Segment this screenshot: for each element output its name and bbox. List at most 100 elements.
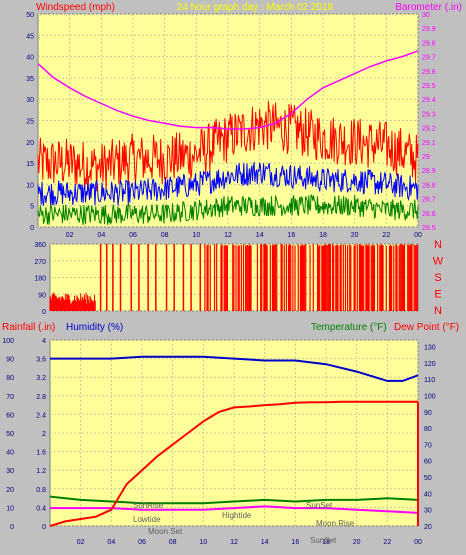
x-tick: 16 [291,539,299,546]
barometer-axis-label: Barometer (.in) [395,2,462,13]
x-tick: 06 [129,232,137,239]
wind-average-line [37,162,419,206]
direction-y-tick: 0 [42,309,46,316]
wind-y-tick: 20 [26,140,34,147]
temp-y-tick: 90 [424,410,432,417]
temperature-line [49,495,419,505]
baro-y-tick: 29.6 [422,69,436,76]
humidity-y-tick: 80 [6,375,14,382]
humidity-y-tick: 0 [10,524,14,531]
baro-y-tick: 29.3 [422,111,436,118]
compass-label: W [433,256,444,268]
wind-y-tick: 40 [26,55,34,62]
rainfall-line [49,400,418,527]
x-tick: 20 [351,232,359,239]
rain-y-tick: 0 [42,524,46,531]
humidity-y-tick: 50 [6,431,14,438]
direction-y-tick: 180 [34,276,46,283]
rain-y-tick: 3.2 [36,375,46,382]
wind-y-tick: 30 [26,97,34,104]
x-tick: 00 [414,232,422,239]
astro-annotation: Moon Set [148,527,183,536]
rain-y-tick: 2 [42,431,46,438]
wind-y-tick: 0 [30,225,34,232]
astro-annotation: SunRise [133,501,164,510]
direction-y-tick: 360 [34,242,46,249]
humidity-y-tick: 10 [6,505,14,512]
chart-title: 24 hour graph day : March 02 2018 [177,2,334,13]
baro-y-tick: 29.8 [422,40,436,47]
x-tick: 10 [192,232,200,239]
temp-y-tick: 100 [424,393,436,400]
direction-y-tick: 90 [38,292,46,299]
baro-y-tick: 28.9 [422,168,436,175]
temp-y-tick: 30 [424,508,432,515]
x-tick: 14 [261,539,269,546]
temp-y-tick: 80 [424,426,432,433]
x-tick: 12 [224,232,232,239]
x-tick: 20 [353,539,361,546]
baro-y-tick: 29.4 [422,97,436,104]
x-tick: 12 [230,539,238,546]
humidity-y-tick: 90 [6,357,14,364]
x-tick: 22 [383,539,391,546]
x-tick: 04 [107,539,115,546]
temp-y-tick: 130 [424,345,436,352]
wind-gust-line [37,100,419,192]
temp-y-tick: 60 [424,459,432,466]
barometer-line [37,50,419,130]
astro-annotation: Moon Rise [316,519,355,528]
astro-annotation: SunSet [306,501,333,510]
x-tick: 10 [199,539,207,546]
compass-label: N [434,305,442,317]
temp-y-tick: 20 [424,524,432,531]
temp-y-tick: 120 [424,361,436,368]
x-tick: 02 [66,232,74,239]
humidity-y-tick: 20 [6,487,14,494]
temp-y-tick: 70 [424,442,432,449]
x-tick: 22 [382,232,390,239]
temp-y-tick: 50 [424,475,432,482]
wind-y-tick: 45 [26,33,34,40]
compass-label: E [434,289,441,301]
baro-y-tick: 28.5 [422,225,436,232]
x-tick: 18 [319,232,327,239]
humidity-line [50,355,419,382]
temp-y-tick: 110 [424,377,435,384]
wind-y-tick: 15 [26,161,34,168]
x-tick: 06 [138,539,146,546]
rainfall-label: Rainfall (.in) [2,322,55,333]
rain-y-tick: 0.4 [36,505,46,512]
direction-y-tick: 270 [34,259,46,266]
x-tick: 02 [77,539,85,546]
baro-y-tick: 29.9 [422,26,436,33]
baro-y-tick: 29.2 [422,126,436,133]
humidity-y-tick: 70 [6,394,14,401]
wind-axis-label: Windspeed (mph) [36,2,115,13]
baro-y-tick: 28.7 [422,197,436,204]
baro-y-tick: 28.6 [422,211,436,218]
astro-annotation: Lowtide [133,515,161,524]
temperature-label: Temperature (°F) [311,322,387,333]
x-tick: 08 [161,232,169,239]
wind-y-tick: 10 [26,182,34,189]
rain-y-tick: 1.6 [36,450,46,457]
baro-y-tick: 29 [422,154,430,161]
x-tick: 14 [256,232,264,239]
baro-y-tick: 29.7 [422,55,436,62]
wind-y-tick: 25 [26,119,34,126]
humidity-y-tick: 40 [6,450,14,457]
x-tick: 04 [97,232,105,239]
humidity-y-tick: 30 [6,468,14,475]
humidity-label: Humidity (%) [66,322,123,333]
x-tick: 18 [322,539,330,546]
rain-y-tick: 2.8 [36,394,46,401]
humidity-y-tick: 100 [2,338,14,345]
temp-y-tick: 40 [424,491,432,498]
baro-y-tick: 28.8 [422,182,436,189]
wind-minimum-line [37,194,419,226]
wind-y-tick: 50 [26,12,34,19]
rain-y-tick: 3.6 [36,357,46,364]
wind-y-tick: 35 [26,76,34,83]
